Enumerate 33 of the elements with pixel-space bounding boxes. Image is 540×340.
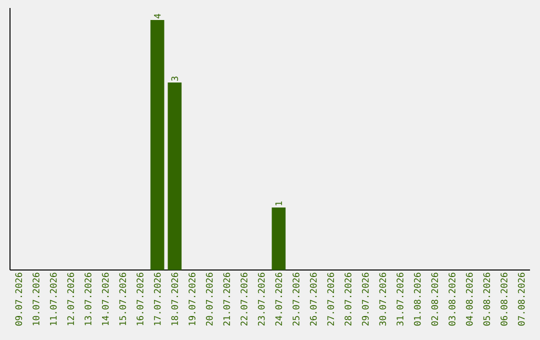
data-label: 4 <box>154 14 161 18</box>
x-tick-label: 13.07.2026 <box>84 272 92 326</box>
x-tick-label: 14.07.2026 <box>102 272 109 326</box>
x-tick-label: 21.07.2026 <box>223 272 230 326</box>
x-tick-label: 25.07.2026 <box>292 272 300 326</box>
x-tick-label: 28.07.2026 <box>344 272 352 326</box>
x-tick-label: 26.07.2026 <box>310 272 317 326</box>
x-tick-label: 31.07.2026 <box>396 272 404 326</box>
x-tick-label: 22.07.2026 <box>240 272 248 326</box>
x-tick-label: 05.08.2026 <box>483 272 490 326</box>
x-tick-label: 02.08.2026 <box>431 272 438 326</box>
x-tick-label: 07.08.2026 <box>518 272 525 326</box>
x-tick-label: 24.07.2026 <box>275 272 282 326</box>
x-tick-label: 16.07.2026 <box>136 272 144 326</box>
x-tick-label: 30.07.2026 <box>379 272 386 326</box>
x-tick-label: 18.07.2026 <box>171 272 178 326</box>
x-tick-label: 27.07.2026 <box>327 272 334 326</box>
x-tick-label: 04.08.2026 <box>466 272 473 326</box>
x-tick-label: 20.07.2026 <box>206 272 213 326</box>
data-label: 3 <box>171 76 178 81</box>
x-tick-label: 11.07.2026 <box>50 272 57 326</box>
x-tick-label: 19.07.2026 <box>188 272 196 326</box>
x-tick-label: 01.08.2026 <box>414 272 421 326</box>
x-tick-label: 23.07.2026 <box>258 272 265 326</box>
x-tick-label: 29.07.2026 <box>362 272 369 326</box>
x-tick-label: 12.07.2026 <box>67 272 74 326</box>
x-tick-label: 17.07.2026 <box>154 272 161 326</box>
x-tick-label: 09.07.2026 <box>15 272 22 326</box>
data-label: 1 <box>275 202 282 206</box>
x-tick-label: 10.07.2026 <box>32 272 40 326</box>
x-tick-label: 06.08.2026 <box>500 272 508 326</box>
x-tick-label: 03.08.2026 <box>448 272 456 326</box>
x-tick-label: 15.07.2026 <box>119 272 126 326</box>
